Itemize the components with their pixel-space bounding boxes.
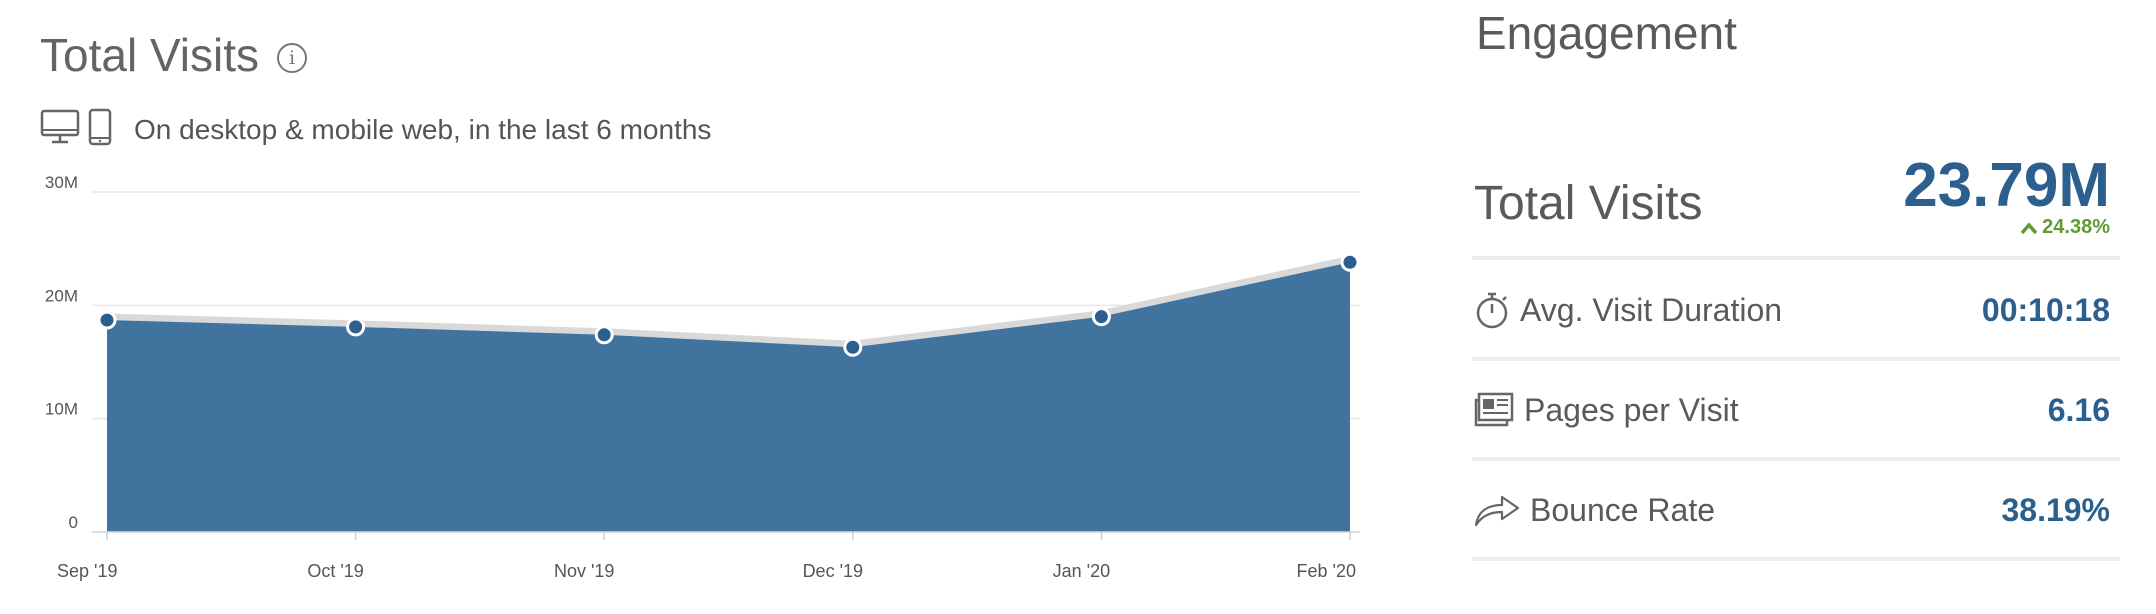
x-axis-ticks: Sep '19 Oct '19 Nov '19 Dec '19 Jan '20 Feb '…	[57, 531, 1360, 581]
total-visits-change: 24.38%	[2020, 216, 2110, 239]
x-tick-label: Nov '19	[554, 561, 614, 581]
metric-value: 38.19%	[2001, 491, 2110, 528]
subtitle-row: On desktop & mobile web, in the last 6 m…	[40, 108, 711, 151]
metric-label: Pages per Visit	[1524, 391, 1739, 428]
total-visits-change-value: 24.38%	[2042, 216, 2110, 238]
total-visits-value: 23.79M	[1903, 151, 2110, 220]
title-row: Total Visits i	[40, 28, 308, 82]
subtitle: On desktop & mobile web, in the last 6 m…	[134, 113, 712, 145]
engagement-title: Engagement	[1476, 7, 1737, 59]
data-point[interactable]	[594, 325, 614, 345]
y-tick-label: 30M	[45, 173, 78, 192]
y-axis-ticks: 0 10M 20M 30M	[45, 173, 78, 532]
metric-value: 00:10:18	[1981, 291, 2110, 328]
page-title: Total Visits	[40, 29, 260, 81]
bounce-arrow-icon	[1474, 493, 1520, 527]
data-points	[97, 252, 1360, 357]
visits-area	[107, 262, 1350, 532]
data-point[interactable]	[1091, 307, 1111, 327]
x-tick-label: Oct '19	[307, 561, 363, 581]
metric-pages-per-visit: Pages per Visit 6.16	[1474, 380, 2110, 440]
series-line-shadow	[106, 255, 1351, 348]
data-point[interactable]	[1340, 252, 1360, 272]
divider	[1472, 457, 2120, 461]
stopwatch-icon	[1474, 290, 1510, 330]
x-tick-label: Feb '20	[1297, 561, 1356, 581]
y-tick-label: 0	[69, 513, 78, 532]
divider	[1472, 357, 2120, 361]
data-point[interactable]	[97, 310, 117, 330]
pages-icon	[1474, 392, 1514, 428]
total-visits-summary: Total Visits 23.79M 24.38%	[1474, 150, 2110, 258]
y-tick-label: 20M	[45, 286, 78, 305]
x-tick-label: Sep '19	[57, 561, 118, 581]
info-icon[interactable]: i	[277, 43, 308, 73]
data-point[interactable]	[346, 317, 366, 337]
chevron-up-icon	[2020, 221, 2038, 234]
metric-avg-visit-duration: Avg. Visit Duration 00:10:18	[1474, 280, 2110, 340]
divider	[1472, 256, 2120, 260]
data-point[interactable]	[843, 337, 863, 357]
engagement-panel: Engagement Total Visits 23.79M 24.38% Av…	[1460, 0, 2120, 614]
visits-area-chart: 0 10M 20M 30M Sep '19 Oct '19 Nov '19 Dec '19 J…	[45, 173, 1360, 581]
total-visits-panel: Total Visits i On desktop & mobile web, …	[40, 28, 1360, 581]
divider	[1472, 557, 2120, 561]
x-tick-label: Dec '19	[803, 561, 863, 581]
y-tick-label: 10M	[45, 400, 78, 419]
mobile-icon	[88, 108, 112, 151]
metric-label: Bounce Rate	[1530, 491, 1716, 528]
x-tick-label: Jan '20	[1053, 561, 1110, 581]
metric-bounce-rate: Bounce Rate 38.19%	[1474, 480, 2110, 540]
metric-value: 6.16	[2047, 391, 2110, 428]
metric-label: Avg. Visit Duration	[1520, 291, 1783, 328]
desktop-icon	[40, 109, 80, 150]
total-visits-label: Total Visits	[1474, 177, 1703, 230]
